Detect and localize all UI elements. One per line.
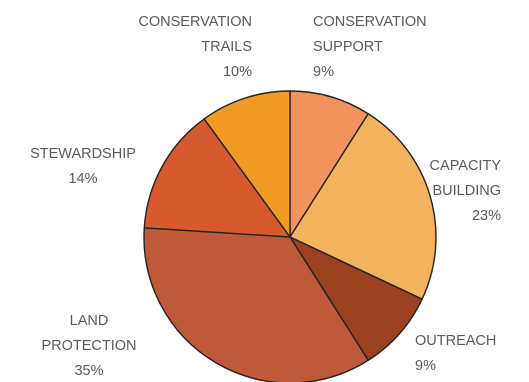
slice-label-line: TRAILS xyxy=(201,39,252,55)
slice-label-conservation-trails: CONSERVATION TRAILS 10% xyxy=(138,14,252,80)
slice-label-line: CAPACITY xyxy=(430,158,502,174)
slice-labels: CONSERVATION SUPPORT 9% CAPACITY BUILDING 23%… xyxy=(30,14,501,379)
pie-slice-land-protection xyxy=(143,227,369,382)
slice-label-line: CONSERVATION xyxy=(313,14,427,30)
slice-label-line: BUILDING xyxy=(433,183,502,199)
slice-label-line: LAND xyxy=(70,313,109,329)
slice-percent-land-protection: 35% xyxy=(74,363,103,379)
pie-slice-conservation-support xyxy=(289,90,369,238)
slice-percent-outreach: 9% xyxy=(415,358,436,374)
slice-label-line: OUTREACH xyxy=(415,333,496,349)
slice-percent-capacity-building: 23% xyxy=(472,208,501,224)
slice-label-capacity-building: CAPACITY BUILDING 23% xyxy=(430,158,502,224)
pie-slice-conservation-trails xyxy=(203,90,291,238)
slice-label-conservation-support: CONSERVATION SUPPORT 9% xyxy=(313,14,427,80)
pie-slices xyxy=(143,90,437,382)
slice-label-land-protection: LAND PROTECTION 35% xyxy=(41,313,136,379)
slice-percent-conservation-support: 9% xyxy=(313,64,334,80)
slice-label-line: CONSERVATION xyxy=(138,14,252,30)
slice-label-outreach: OUTREACH 9% xyxy=(415,333,496,374)
pie-slice-capacity-building xyxy=(289,113,437,300)
slice-label-line: STEWARDSHIP xyxy=(30,146,136,162)
slice-percent-conservation-trails: 10% xyxy=(223,64,252,80)
pie-slice-stewardship xyxy=(143,118,291,238)
slice-label-line: SUPPORT xyxy=(313,39,383,55)
slice-percent-stewardship: 14% xyxy=(68,171,97,187)
pie-slice-outreach xyxy=(289,236,423,361)
slice-label-stewardship: STEWARDSHIP 14% xyxy=(30,146,136,187)
slice-label-line: PROTECTION xyxy=(41,338,136,354)
